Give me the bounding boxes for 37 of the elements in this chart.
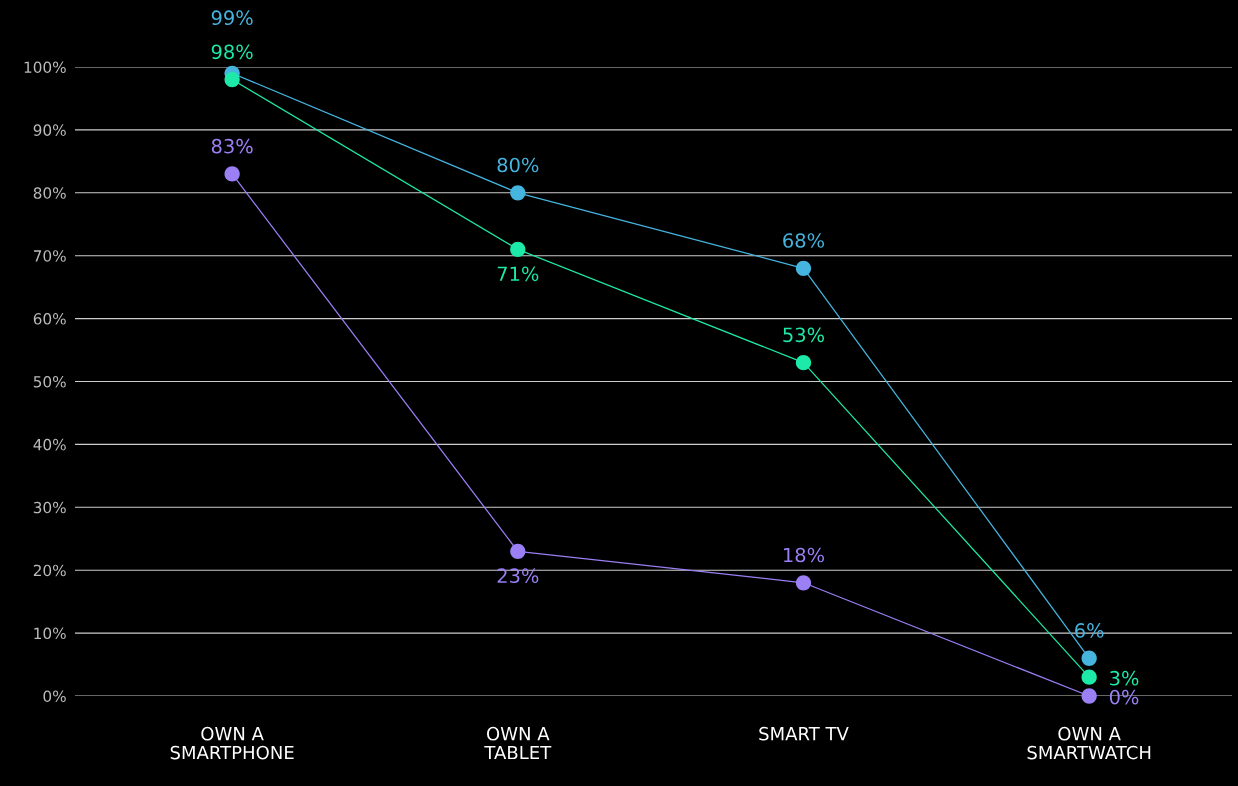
point (1081, 650, 1097, 666)
y-tick-label: 20% (33, 564, 66, 577)
x-tick-label: OWN A SMARTPHONE (170, 726, 294, 760)
point (224, 71, 240, 88)
point (795, 575, 812, 591)
data-label: 80% (497, 157, 539, 173)
data-label: 98% (211, 44, 253, 60)
point (510, 543, 526, 559)
data-label: 83% (211, 138, 253, 154)
y-tick-label: 10% (34, 627, 66, 640)
y-tick-label: 70% (33, 250, 66, 262)
point (1081, 688, 1097, 704)
y-tick-label: 100% (24, 61, 66, 74)
point (224, 166, 240, 182)
data-label: 71% (497, 266, 539, 282)
point (795, 354, 812, 371)
y-tick-label: 30% (33, 501, 66, 514)
data-label: 53% (783, 327, 825, 343)
data-label: 18% (784, 547, 825, 563)
point (510, 241, 526, 258)
point (795, 260, 812, 276)
y-tick-label: 60% (33, 313, 66, 325)
x-tick-label: SMART TV (759, 726, 849, 741)
y-tick-label: 50% (33, 375, 66, 388)
data-label: 99% (211, 10, 253, 26)
data-label: 23% (497, 568, 539, 584)
y-tick-label: 80% (33, 187, 66, 199)
data-label: 68% (783, 233, 825, 248)
point (1081, 669, 1097, 685)
y-tick-label: 0% (43, 690, 66, 703)
x-tick-label: OWN A TABLET (484, 726, 552, 760)
x-tick-label: OWN A SMARTWATCH (1027, 726, 1151, 760)
point (510, 185, 526, 201)
data-label: 3% (1110, 670, 1139, 686)
y-tick-label: 40% (33, 438, 66, 451)
data-label: 0% (1109, 689, 1139, 705)
y-tick-label: 90% (33, 124, 66, 136)
